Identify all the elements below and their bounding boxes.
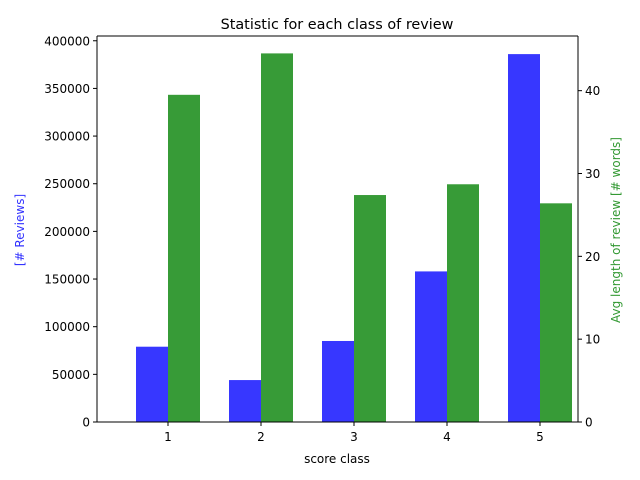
bar-series2-5 [540, 203, 572, 422]
chart-title: Statistic for each class of review [221, 17, 454, 33]
bar-series2-1 [168, 94, 200, 422]
y-right-tick-label: 30 [585, 167, 600, 181]
y-left-tick-label: 400000 [44, 34, 90, 48]
y-left-tick-label: 200000 [44, 225, 90, 239]
y-left-tick-label: 150000 [44, 273, 90, 287]
y-left-tick-label: 300000 [44, 130, 90, 144]
y-left-tick-label: 250000 [44, 177, 90, 191]
y-left-axis-label: [# Reviews] [13, 194, 27, 266]
x-tick-label: 5 [536, 430, 544, 444]
y-left-tick-label: 50000 [52, 368, 90, 382]
y-right-tick-label: 0 [585, 416, 593, 430]
y-left-tick-label: 350000 [44, 82, 90, 96]
bar-series1-2 [229, 380, 261, 422]
plot-area: 1 2 3 4 5 0 50000 100000 150000 200000 250000 30000… [44, 34, 600, 444]
bar-series2-4 [447, 184, 479, 422]
bar-series1-3 [322, 340, 354, 422]
x-axis-label: score class [304, 452, 370, 466]
bar-series1-1 [136, 346, 168, 422]
x-tick-label: 3 [350, 430, 358, 444]
bar-series2-2 [261, 53, 293, 423]
x-tick-label: 4 [443, 430, 451, 444]
y-right-tick-label: 10 [585, 333, 600, 347]
y-right-axis-label: Avg length of review [# words] [609, 137, 623, 323]
bar-series1-5 [508, 54, 540, 422]
bar-series2-3 [354, 195, 386, 422]
y-left-tick-label: 100000 [44, 320, 90, 334]
y-right-tick-label: 40 [585, 84, 600, 98]
x-tick-label: 2 [257, 430, 265, 444]
y-right-tick-label: 20 [585, 250, 600, 264]
bar-series1-4 [415, 271, 447, 422]
x-tick-label: 1 [164, 430, 172, 444]
y-left-tick-label: 0 [82, 416, 90, 430]
